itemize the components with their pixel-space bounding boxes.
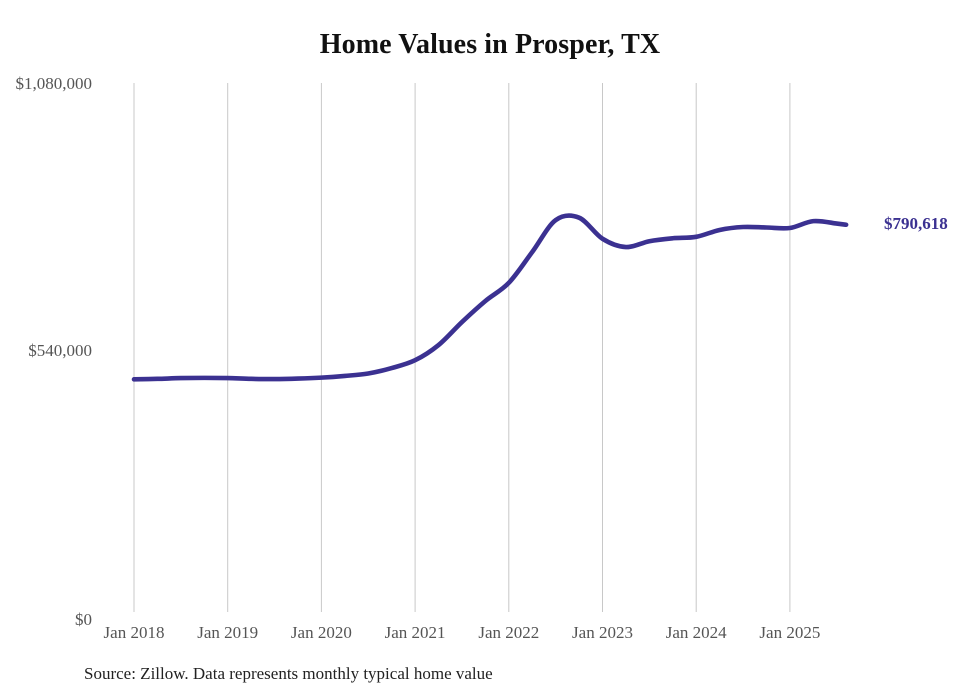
y-axis-tick-middle: $540,000 [28,341,92,360]
x-axis-tick-jan-2018: Jan 2018 [103,623,165,642]
x-axis-tick-jan-2019: Jan 2019 [197,623,259,642]
source-note: Source: Zillow. Data represents monthly … [84,664,493,683]
y-axis-tick-bottom: $0 [75,610,92,629]
series-line-0 [131,213,849,382]
x-axis-tick-jan-2024: Jan 2024 [665,623,727,642]
y-axis-tick-top: $1,080,000 [15,74,93,93]
data-series-group [131,213,849,382]
x-axis-tick-jan-2022: Jan 2022 [478,623,540,642]
x-axis-tick-jan-2020: Jan 2020 [290,623,352,642]
x-axis-tick-jan-2021: Jan 2021 [384,623,446,642]
x-axis-tick-jan-2025: Jan 2025 [759,623,821,642]
x-axis-tick-jan-2023: Jan 2023 [572,623,633,642]
chart-title: Home Values in Prosper, TX [319,29,661,60]
gridline-group [133,83,791,612]
series-end-value-label: $790,618 [884,213,948,233]
